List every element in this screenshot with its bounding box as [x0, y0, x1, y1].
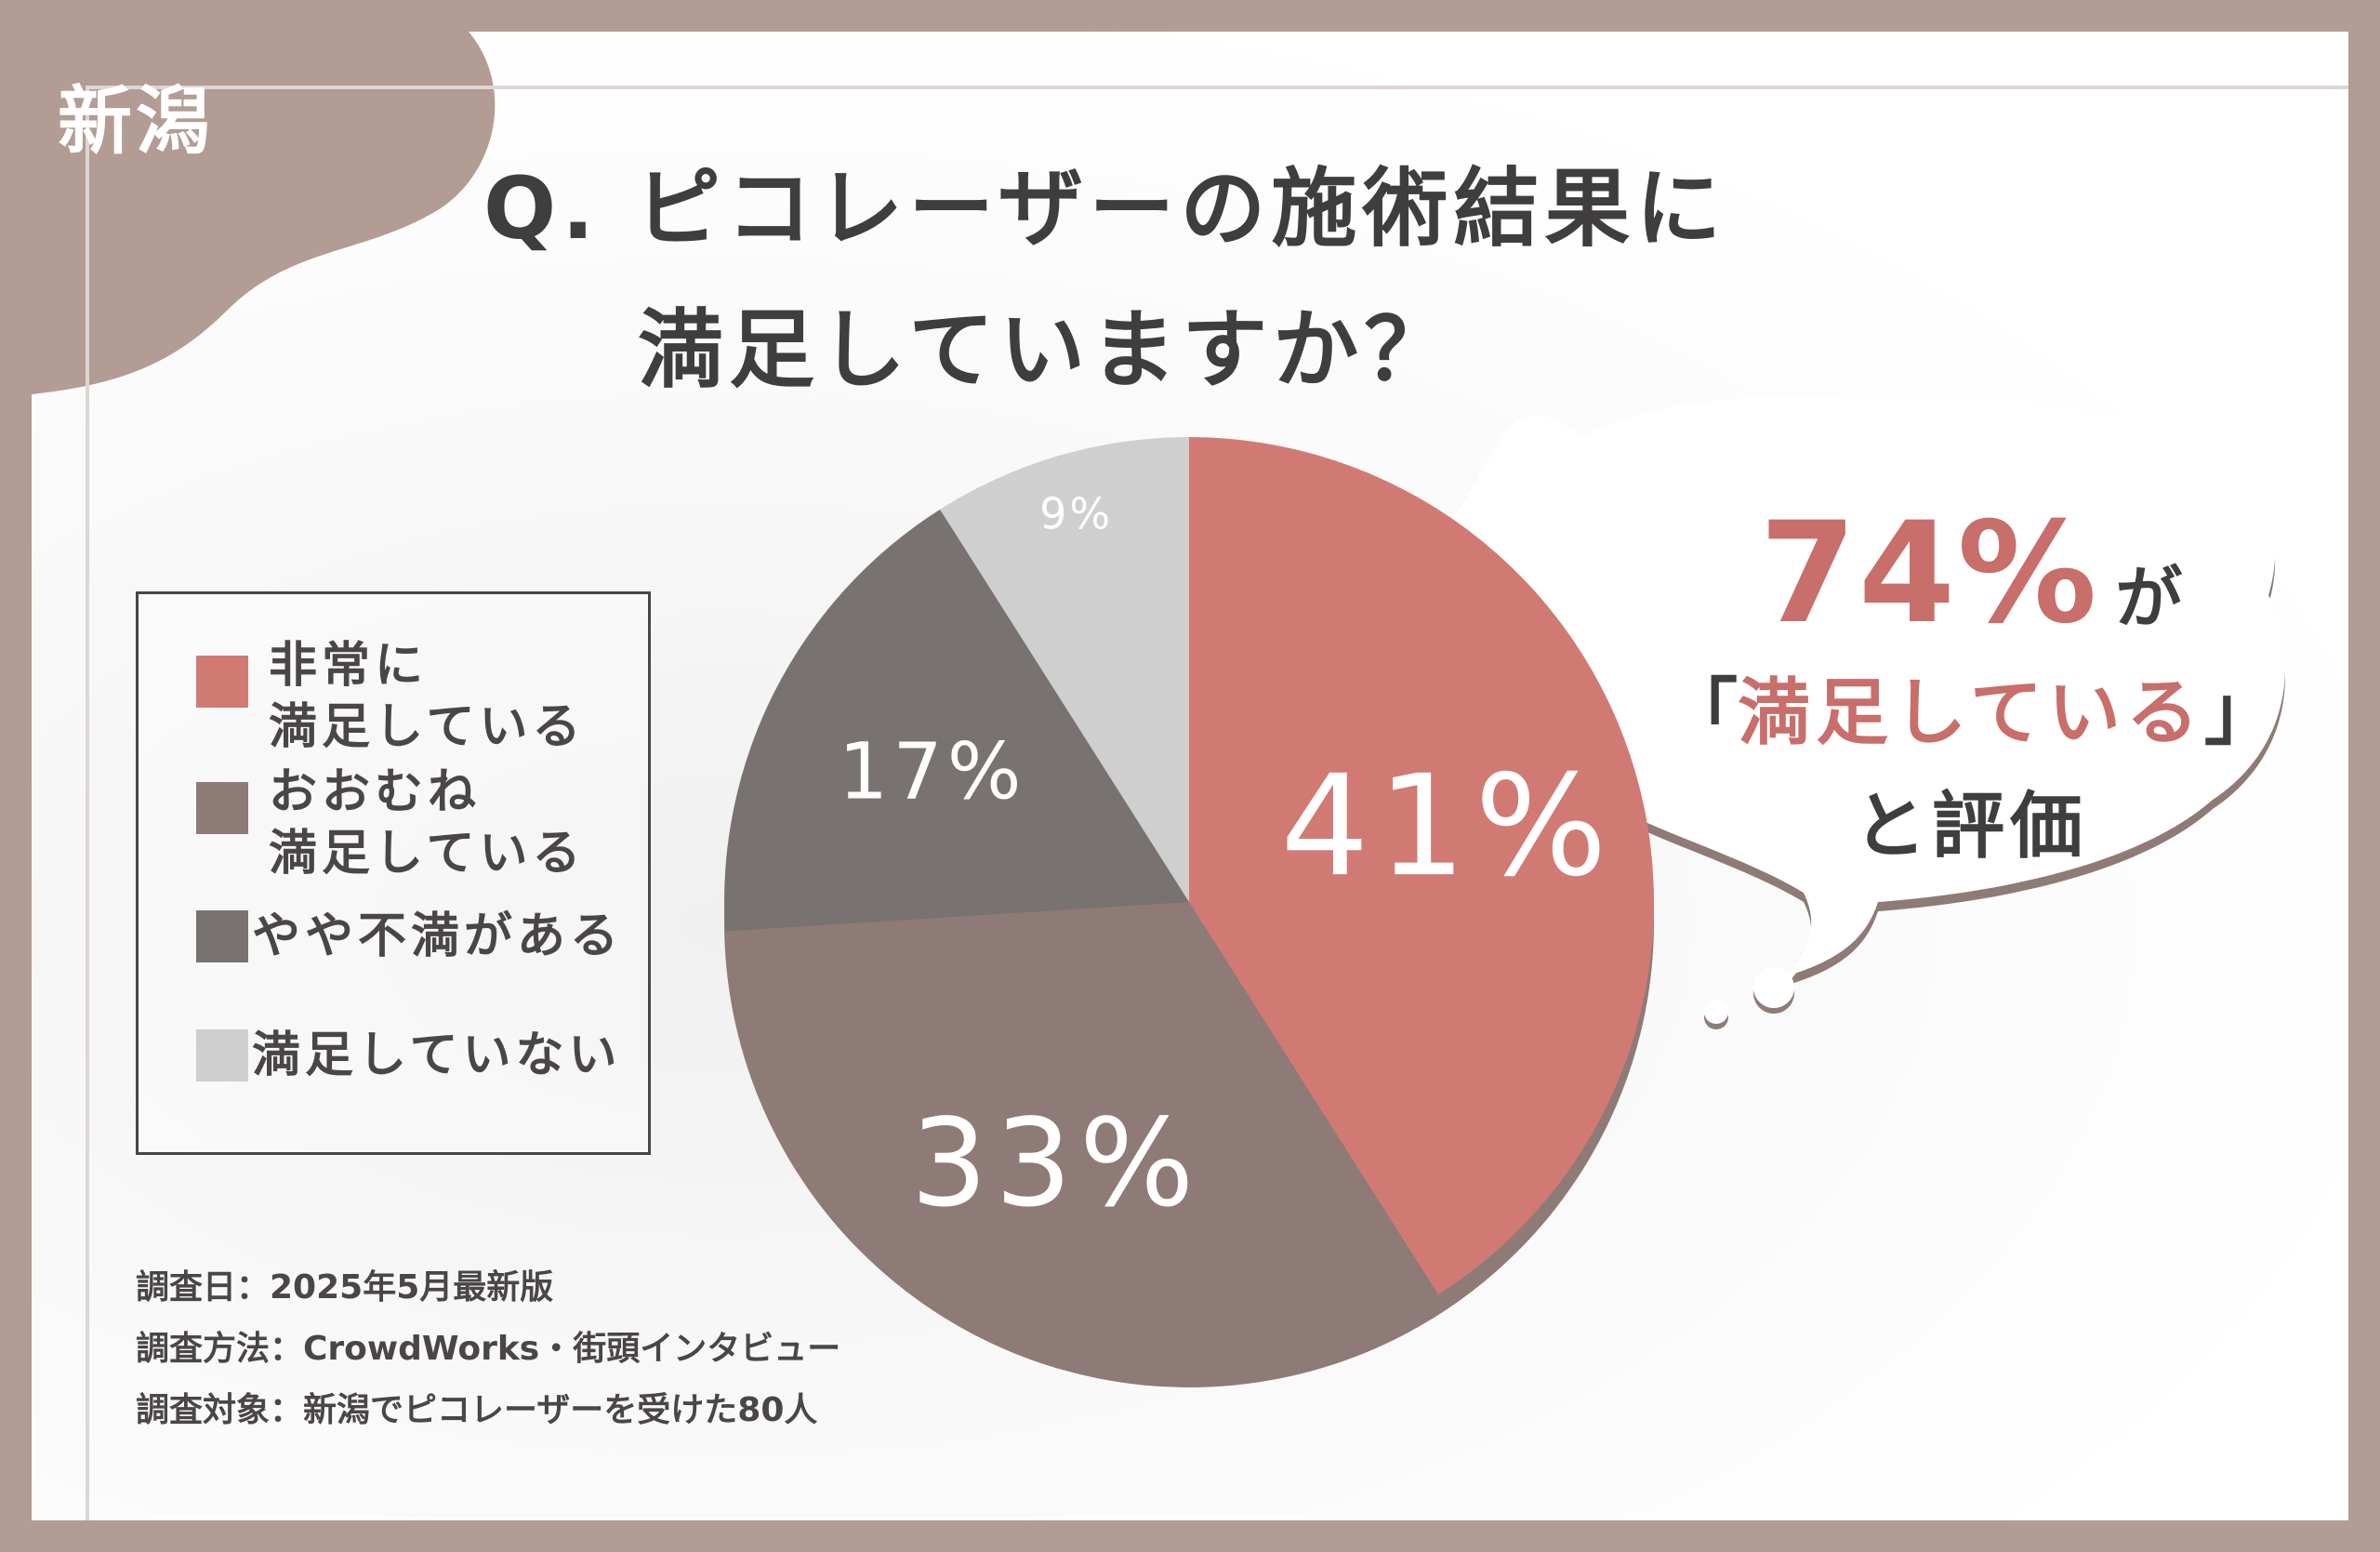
corner-decoration [32, 32, 496, 394]
pie-slice-somewhat-dissatisfied [724, 509, 1189, 932]
legend-swatch [196, 656, 248, 708]
pie-slice-mostly-satisfied [724, 902, 1438, 1367]
callout-percent: 74% [1759, 493, 2099, 655]
callout-particle: が [2115, 559, 2183, 637]
callout-quote: 「満足している」 [1618, 655, 2324, 759]
survey-notes: 調査日：2025年5月最新版 調査方法：CrowdWorks・街頭インタビュー … [136, 1257, 840, 1441]
pie-label-not-satisfied: 9% [1039, 488, 1113, 538]
legend-label: 満足していない [252, 1028, 622, 1083]
callout-evaluation: と評価 [1853, 785, 2088, 869]
quote-text: 満足している [1738, 671, 2204, 755]
bubble-dot-large [1753, 967, 1794, 1008]
legend-label: やや不満がある [252, 909, 624, 964]
quote-open: 「 [1665, 671, 1739, 755]
callout-text: 74% が 「満足している」 と評価 [1618, 493, 2324, 872]
pie-label-very-satisfied: 41% [1280, 746, 1615, 908]
quote-close: 」 [2203, 671, 2277, 755]
question-title-line-2: 満足していますか？ [638, 300, 1456, 400]
legend-item-mostly-satisfied: おおむね 満足している [196, 762, 650, 884]
legend-item-somewhat-dissatisfied: やや不満がある [196, 910, 633, 962]
legend-swatch [196, 910, 248, 962]
legend-swatch [196, 1029, 248, 1081]
pie-chart: 41% 33% 17% 9% [724, 437, 1655, 1387]
speech-bubble [1434, 396, 2285, 976]
note-survey-target: 調査対象：新潟でピコレーザーを受けた80人 [136, 1391, 818, 1429]
legend: 非常に 満足している おおむね 満足している やや不満がある 満足していない [136, 591, 651, 1155]
pie-slice-very-satisfied [1189, 437, 1655, 1295]
pie-label-mostly-satisfied: 33% [911, 1093, 1202, 1234]
pie-label-somewhat-dissatisfied: 17% [839, 725, 1026, 816]
note-survey-date: 調査日：2025年5月最新版 [136, 1268, 554, 1307]
legend-item-very-satisfied: 非常に 満足している [196, 635, 650, 758]
note-survey-method: 調査方法：CrowdWorks・街頭インタビュー [136, 1330, 841, 1368]
question-title-line-1: Q. ピコレーザーの施術結果に [483, 159, 1727, 259]
legend-item-not-satisfied: 満足していない [196, 1029, 633, 1081]
callout-headline: 74% が [1618, 493, 2324, 655]
region-tag: 新潟 [58, 78, 214, 165]
pie-slice-not-satisfied [940, 437, 1189, 902]
legend-label: 非常に 満足している [269, 638, 586, 755]
legend-swatch [196, 782, 248, 834]
bubble-dot-small [1704, 1000, 1728, 1024]
legend-label: おおむね 満足している [269, 764, 586, 882]
